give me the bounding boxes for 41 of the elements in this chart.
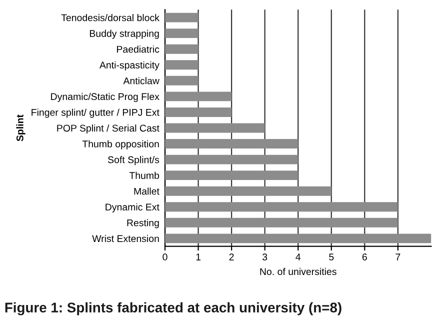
bar — [165, 107, 232, 117]
x-tick-label: 2 — [229, 254, 234, 260]
y-tick-label: Buddy strapping — [90, 30, 159, 39]
x-axis-title: No. of universities — [260, 268, 336, 276]
bar — [165, 76, 198, 86]
y-tick-label: Resting — [127, 219, 159, 228]
x-tick-label: 7 — [396, 254, 400, 260]
y-tick-label: Dynamic Ext — [106, 203, 160, 212]
caption: Figure 1: Splints fabricated at each university (n=8) — [5, 302, 342, 316]
y-tick-label: Anticlaw — [123, 77, 160, 84]
y-tick-label: Soft Splint/s — [108, 156, 160, 166]
bar — [165, 170, 298, 180]
bar — [165, 139, 298, 149]
bar — [165, 186, 332, 196]
x-tick-label: 5 — [329, 254, 334, 260]
y-tick-label: Wrist Extension — [92, 234, 159, 242]
x-tick-label: 1 — [196, 254, 201, 260]
bar — [165, 154, 298, 164]
bar — [165, 44, 198, 54]
bar — [165, 123, 265, 133]
y-tick-label: Thumb opposition — [82, 140, 159, 150]
y-axis-title: Splint — [16, 114, 26, 142]
x-tick-label: 4 — [296, 254, 301, 260]
y-tick-label: Anti-spasticity — [99, 61, 160, 70]
bar — [165, 12, 198, 22]
bar — [165, 234, 432, 244]
bar — [165, 92, 232, 102]
x-tick-label: 0 — [162, 254, 168, 260]
y-tick-label: Paediatric — [117, 46, 160, 53]
bar — [165, 60, 198, 70]
x-tick-label: 6 — [362, 254, 367, 260]
y-tick-label: POP Splint / Serial Cast — [57, 124, 160, 134]
bar — [165, 202, 398, 212]
bar — [165, 218, 398, 228]
y-tick-label: Mallet — [134, 188, 160, 195]
x-tick-label: 3 — [262, 254, 268, 260]
y-tick-label: Thumb — [129, 172, 160, 179]
y-tick-label: Finger splint/ gutter / PIPJ Ext — [32, 108, 160, 118]
y-tick-label: Tenodesis/dorsal block — [61, 14, 160, 22]
bar — [165, 28, 198, 38]
y-tick-label: Dynamic/Static Prog Flex — [51, 92, 160, 102]
